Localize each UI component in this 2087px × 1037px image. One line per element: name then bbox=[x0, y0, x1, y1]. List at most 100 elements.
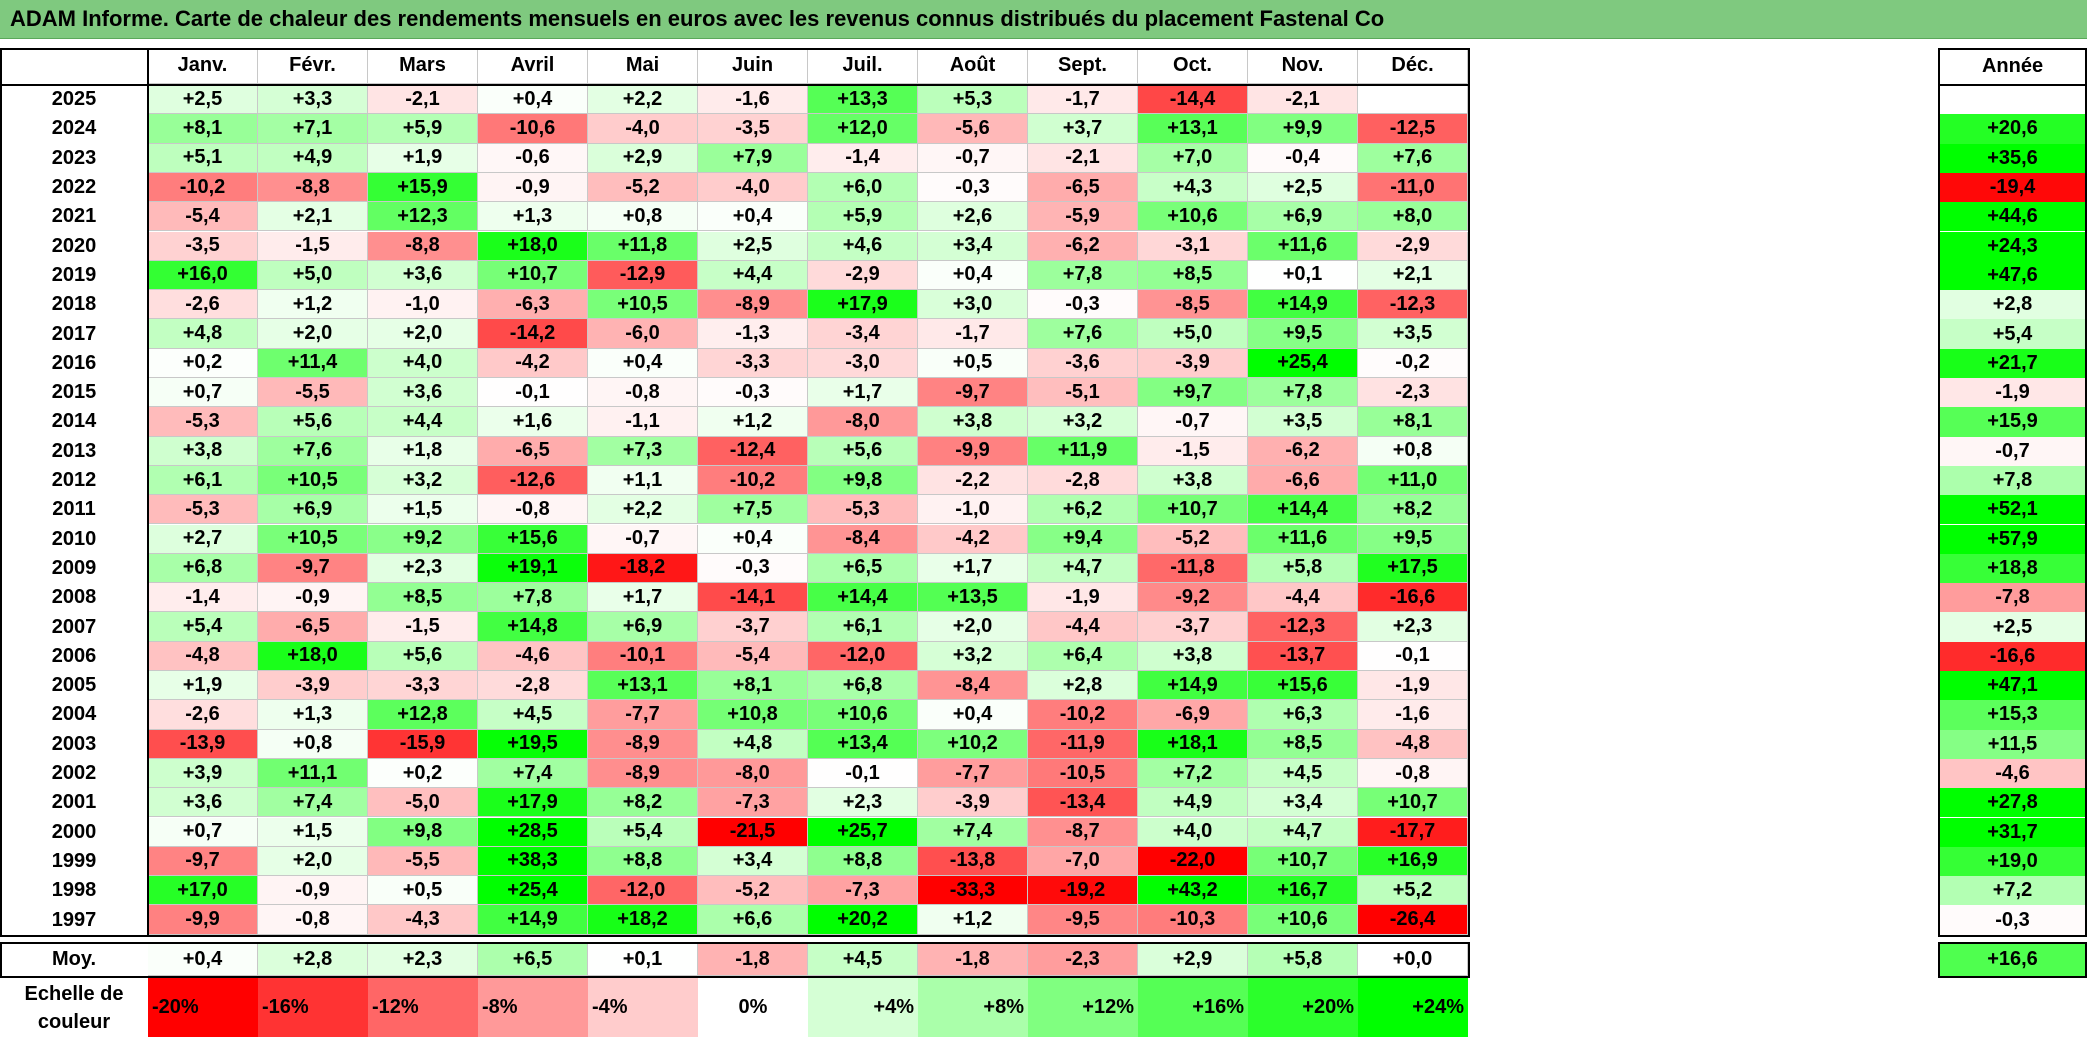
row-year-label: 2020 bbox=[51, 234, 97, 257]
row-year-label: 2000 bbox=[51, 820, 97, 843]
year-label-divider bbox=[147, 48, 149, 935]
heatmap-cell: +4,5 bbox=[1248, 758, 1358, 789]
heatmap-cell: -5,4 bbox=[148, 202, 258, 232]
heatmap-cell: -0,3 bbox=[698, 553, 808, 584]
heatmap-cell: +7,4 bbox=[918, 817, 1028, 847]
color-scale-step: +24% bbox=[1358, 978, 1468, 1037]
heatmap-cell: -3,3 bbox=[698, 348, 808, 378]
average-cell: +0,1 bbox=[588, 943, 698, 976]
header-divider bbox=[0, 84, 1470, 86]
heatmap-cell: -2,3 bbox=[1358, 378, 1468, 408]
heatmap-cell: -3,6 bbox=[1028, 348, 1138, 378]
heatmap-cell: -9,7 bbox=[148, 846, 258, 877]
heatmap-cell: -8,5 bbox=[1138, 290, 1248, 320]
heatmap-cell: +13,1 bbox=[1138, 114, 1248, 144]
color-scale-step: -8% bbox=[478, 978, 588, 1037]
heatmap-cell: +1,9 bbox=[368, 143, 478, 173]
heatmap-cell: -8,9 bbox=[588, 729, 698, 759]
heatmap-cell: -2,6 bbox=[148, 290, 258, 320]
heatmap-cell: +3,7 bbox=[1028, 114, 1138, 144]
heatmap-cell: +3,8 bbox=[1138, 465, 1248, 496]
heatmap-cell: -14,4 bbox=[1138, 85, 1248, 115]
heatmap-cell: -5,3 bbox=[148, 407, 258, 437]
heatmap-cell: -9,7 bbox=[258, 553, 368, 584]
row-year-label: 2015 bbox=[51, 381, 97, 404]
heatmap-cell: -7,0 bbox=[1028, 846, 1138, 877]
heatmap-cell: +11,4 bbox=[258, 348, 368, 378]
heatmap-cell: +6,6 bbox=[698, 905, 808, 935]
heatmap-cell: -5,3 bbox=[808, 495, 918, 525]
heatmap-cell: -9,9 bbox=[148, 905, 258, 935]
heatmap-cell: +1,7 bbox=[588, 583, 698, 613]
heatmap-cell: +8,2 bbox=[588, 788, 698, 818]
heatmap-cell: -5,2 bbox=[698, 876, 808, 906]
heatmap-cell: -7,3 bbox=[698, 788, 808, 818]
heatmap-cell: -13,8 bbox=[918, 846, 1028, 877]
heatmap-cell: -10,5 bbox=[1028, 758, 1138, 789]
heatmap-cell: +10,8 bbox=[698, 700, 808, 730]
heatmap-cell: +2,1 bbox=[1358, 260, 1468, 291]
heatmap-cell: +9,9 bbox=[1248, 114, 1358, 144]
heatmap-cell: +6,9 bbox=[258, 495, 368, 525]
row-year-label: 2001 bbox=[51, 791, 97, 814]
heatmap-cell: -12,4 bbox=[698, 436, 808, 466]
heatmap-cell: -1,4 bbox=[148, 583, 258, 613]
heatmap-cell: -8,4 bbox=[918, 671, 1028, 701]
heatmap-cell: +1,5 bbox=[258, 817, 368, 847]
heatmap-cell: +2,3 bbox=[1358, 612, 1468, 642]
row-year-label: 2004 bbox=[51, 703, 97, 726]
heatmap-cell: +9,5 bbox=[1248, 319, 1358, 349]
annual-cell: -0,7 bbox=[1938, 436, 2087, 466]
heatmap-cell: +0,4 bbox=[698, 524, 808, 554]
heatmap-cell: +0,8 bbox=[258, 729, 368, 759]
heatmap-cell: +12,8 bbox=[368, 700, 478, 730]
heatmap-cell: -5,6 bbox=[918, 114, 1028, 144]
heatmap-cell: +25,7 bbox=[808, 817, 918, 847]
heatmap-cell: -5,5 bbox=[368, 846, 478, 877]
heatmap-cell: +6,5 bbox=[808, 553, 918, 584]
heatmap-cell: -21,5 bbox=[698, 817, 808, 847]
heatmap-cell: +12,0 bbox=[808, 114, 918, 144]
heatmap-cell: +14,4 bbox=[1248, 495, 1358, 525]
heatmap-cell: +13,5 bbox=[918, 583, 1028, 613]
heatmap-cell: +10,5 bbox=[258, 524, 368, 554]
heatmap-cell: +8,8 bbox=[808, 846, 918, 877]
heatmap-cell: +4,4 bbox=[368, 407, 478, 437]
heatmap-cell: -2,1 bbox=[1248, 85, 1358, 115]
average-cell: +4,5 bbox=[808, 943, 918, 976]
heatmap-cell: -4,3 bbox=[368, 905, 478, 935]
heatmap-cell: +8,2 bbox=[1358, 495, 1468, 525]
heatmap-cell: +10,2 bbox=[918, 729, 1028, 759]
heatmap-cell: +38,3 bbox=[478, 846, 588, 877]
heatmap-cell: +6,3 bbox=[1248, 700, 1358, 730]
heatmap-cell: -5,9 bbox=[1028, 202, 1138, 232]
heatmap-cell: +10,6 bbox=[1248, 905, 1358, 935]
heatmap-cell: -13,9 bbox=[148, 729, 258, 759]
heatmap-cell: -0,1 bbox=[808, 758, 918, 789]
heatmap-cell: +5,3 bbox=[918, 85, 1028, 115]
heatmap-cell: -0,7 bbox=[918, 143, 1028, 173]
row-year-label: 2006 bbox=[51, 644, 97, 667]
heatmap-cell: +7,0 bbox=[1138, 143, 1248, 173]
heatmap-cell: -33,3 bbox=[918, 876, 1028, 906]
color-scale-step: +12% bbox=[1028, 978, 1138, 1037]
row-year-label: 1997 bbox=[51, 908, 97, 931]
month-header: Mars bbox=[368, 48, 478, 84]
color-scale-step: 0% bbox=[698, 978, 808, 1037]
heatmap-cell: +16,7 bbox=[1248, 876, 1358, 906]
heatmap-cell: -5,4 bbox=[698, 641, 808, 671]
year-column-header: Année bbox=[1981, 54, 2044, 77]
heatmap-cell: -3,0 bbox=[808, 348, 918, 378]
heatmap-cell: -11,8 bbox=[1138, 553, 1248, 584]
heatmap-cell: -1,9 bbox=[1358, 671, 1468, 701]
annual-cell: -7,8 bbox=[1938, 583, 2087, 613]
heatmap-cell: +4,8 bbox=[148, 319, 258, 349]
color-scale-step: +8% bbox=[918, 978, 1028, 1037]
annual-cell: +7,8 bbox=[1938, 465, 2087, 496]
heatmap-cell: -6,9 bbox=[1138, 700, 1248, 730]
heatmap-cell: -5,0 bbox=[368, 788, 478, 818]
heatmap-cell: +11,8 bbox=[588, 231, 698, 261]
heatmap-cell: +7,4 bbox=[258, 788, 368, 818]
heatmap-cell: +1,8 bbox=[368, 436, 478, 466]
heatmap-cell: -10,3 bbox=[1138, 905, 1248, 935]
